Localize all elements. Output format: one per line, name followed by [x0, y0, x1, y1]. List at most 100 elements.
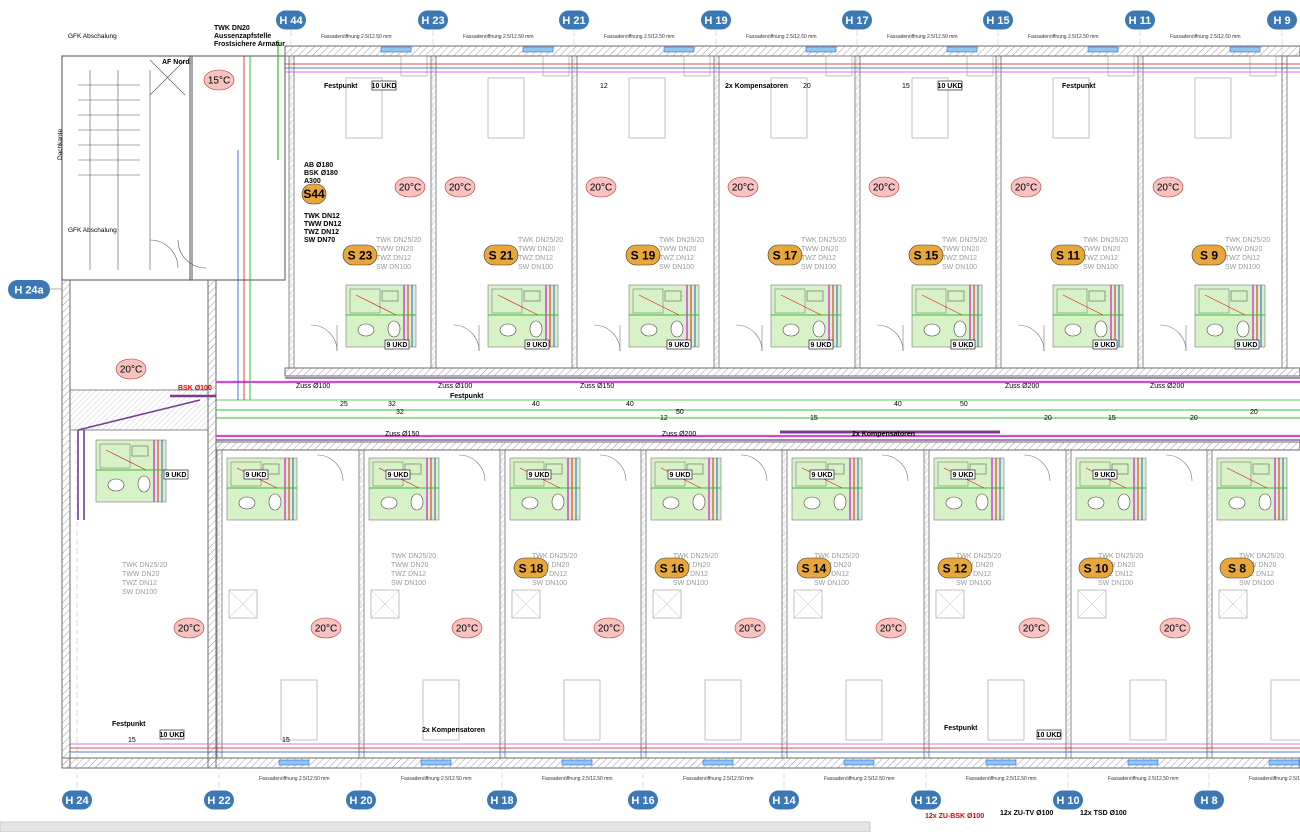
- ukd-labels: 10 UKD 10 UKD 9 UKD 9 UKD 9 UKD 9 UKD 9 UKD 9 U…: [160, 80, 1260, 740]
- dimension-7: 20: [1250, 409, 1258, 416]
- bath-top-4: [911, 284, 983, 348]
- duct-label-0: Zuss Ø100: [296, 383, 330, 390]
- partition-top-2: [571, 55, 578, 369]
- door-swing-bottom-6: [1023, 454, 1051, 482]
- spec-bottom-8-line-0: TWK DN25/20: [1239, 553, 1284, 560]
- axis-row-bottom: H 24 H 22 H 20 H 18 H 16 H 14 H 12 H 10 H 8: [62, 790, 1224, 810]
- spec-top-6-line-1: TWW DN20: [1225, 246, 1262, 253]
- spec-top-5-line-0: TWK DN25/20: [1083, 237, 1128, 244]
- suite-bottom-1-label: S 16: [660, 562, 685, 576]
- axis-bubble-bottom-6: H 12: [911, 790, 941, 810]
- spec-top-0: TWK DN25/20 TWW DN20 TWZ DN12 SW DN100: [376, 237, 421, 271]
- closet-cross-b-3: [511, 589, 541, 619]
- spec-bottom-6-line-3: SW DN100: [956, 580, 991, 587]
- door-swing-bottom-7: [1165, 454, 1193, 482]
- spec-left-line-1: TWW DN20: [122, 571, 159, 578]
- temperature-bubbles: 15°C 20°C 20°C 20°C 20°C 20°C 20°C 20°C 20°C 20°C…: [115, 69, 1191, 639]
- dimension-17: 20: [1190, 415, 1198, 422]
- ukd-top-a-label: 10 UKD: [372, 83, 397, 90]
- temp-top-1: 20°C: [444, 176, 476, 198]
- horizontal-scrollbar[interactable]: [0, 821, 871, 832]
- spec-top-6-line-2: TWZ DN12: [1225, 255, 1260, 262]
- dimension-13: 12: [600, 83, 608, 90]
- bath-top-6: [1194, 284, 1266, 348]
- duct-label-6: Zuss Ø200: [1150, 383, 1184, 390]
- spec-left-line-0: TWK DN25/20: [122, 562, 167, 569]
- temp-top-4: 20°C: [868, 176, 900, 198]
- vent-grille-top-6: [1229, 46, 1261, 53]
- door-swing-bottom-3: [599, 454, 627, 482]
- bed-top-1: [487, 77, 525, 139]
- vent-note-top-2: Fassadenöffnung 2.5/12.50 mm: [604, 34, 675, 40]
- closet-cross-b-1: [228, 589, 258, 619]
- axis-bubble-top-0: H 44: [276, 10, 306, 30]
- ukd-bottom-row-1-label: 9 UKD: [245, 472, 266, 479]
- suite-bottom-5-label: S 8: [1228, 562, 1246, 576]
- temp-top-6: 20°C: [1152, 176, 1184, 198]
- door-swing-top-5: [1017, 324, 1045, 352]
- suite-tag-s44-label: S44: [303, 187, 325, 201]
- label-kompensatoren-2: 2x Kompensatoren: [852, 431, 915, 438]
- dimension-4: 40: [626, 401, 634, 408]
- suite-bottom-3: S 12: [937, 557, 973, 579]
- temp-bottom-5-label: 20°C: [880, 624, 902, 635]
- dimension-10: 15: [1108, 415, 1116, 422]
- axis-bubble-top-1: H 23: [418, 10, 448, 30]
- dimension-16: 20: [1044, 415, 1052, 422]
- temp-top-3: 20°C: [727, 176, 759, 198]
- suite-bottom-1: S 16: [654, 557, 690, 579]
- bath-bottom-1: [226, 457, 298, 521]
- spec-bottom-6-line-0: TWK DN25/20: [956, 553, 1001, 560]
- dimension-3: 40: [532, 401, 540, 408]
- vent-grille-bottom-7: [1127, 759, 1159, 766]
- ukd-bottom-row-3: 9 UKD: [526, 469, 552, 480]
- partition-bottom-3: [499, 449, 506, 759]
- ukd-top-row-0-label: 9 UKD: [386, 342, 407, 349]
- temp-bottom-7: 20°C: [1159, 617, 1191, 639]
- suite-bottom-0: S 18: [513, 557, 549, 579]
- ukd-bottom-row-4-label: 9 UKD: [669, 472, 690, 479]
- duct-label-5: Zuss Ø200: [1005, 383, 1039, 390]
- bath-top-3: [770, 284, 842, 348]
- dimension-18: 40: [894, 401, 902, 408]
- axis-bubble-top-3: H 19: [701, 10, 731, 30]
- vent-grille-bottom-6: [985, 759, 1017, 766]
- vent-note-bottom-3: Fassadenöffnung 2.5/12.50 mm: [542, 776, 613, 782]
- dimension-2: 32: [396, 409, 404, 416]
- bed-top-4: [911, 77, 949, 139]
- cabinet-top-6: [1249, 55, 1277, 77]
- temp-top-5-label: 20°C: [1015, 183, 1037, 194]
- duct-label-4: Zuss Ø200: [662, 431, 696, 438]
- spec-top-2-line-3: SW DN100: [659, 264, 694, 271]
- dimension-15: 15: [902, 83, 910, 90]
- spec-bottom-3: TWK DN25/20 TWW DN20 TWZ DN12 SW DN100: [532, 553, 577, 587]
- ukd-top-row-1-label: 9 UKD: [526, 342, 547, 349]
- door-swing-top-1: [452, 324, 480, 352]
- ukd-bottom-row-5: 9 UKD: [809, 469, 835, 480]
- spec-top-0-line-3: SW DN100: [376, 264, 411, 271]
- bath-top-2: [628, 284, 700, 348]
- suite-top-2: S 19: [625, 244, 661, 266]
- label-frostsichere-armatur: Frostsichere Armatur: [214, 41, 285, 48]
- spec-top-3-line-2: TWZ DN12: [801, 255, 836, 262]
- label-ab-180: AB Ø180: [304, 162, 333, 169]
- axis-bubble-bottom-3-label: H 18: [490, 795, 513, 807]
- ukd-top-row-6: 9 UKD: [1234, 339, 1260, 350]
- spec-top-0-line-2: TWZ DN12: [376, 255, 411, 262]
- axis-bubble-bottom-1-label: H 22: [207, 795, 230, 807]
- ukd-top-row-5: 9 UKD: [1092, 339, 1118, 350]
- suite-top-2-label: S 19: [631, 249, 656, 263]
- spec-bottom-3-line-1: TWW DN20: [532, 562, 569, 569]
- spec-bottom-3-line-3: SW DN100: [532, 580, 567, 587]
- temp-bottom-7-label: 20°C: [1164, 624, 1186, 635]
- door-swing-top-2: [593, 324, 621, 352]
- spec-bottom-4-line-1: TWW DN20: [673, 562, 710, 569]
- door-swing-bottom-5: [881, 454, 909, 482]
- ukd-top-row-1: 9 UKD: [524, 339, 550, 350]
- partition-top-end: [1281, 55, 1288, 369]
- temp-top-0-label: 20°C: [399, 183, 421, 194]
- axis-bubble-top-7: H 9: [1267, 10, 1297, 30]
- partition-bottom-7: [1065, 449, 1072, 759]
- closet-cross-b-4: [652, 589, 682, 619]
- suite-bottom-2: S 14: [796, 557, 832, 579]
